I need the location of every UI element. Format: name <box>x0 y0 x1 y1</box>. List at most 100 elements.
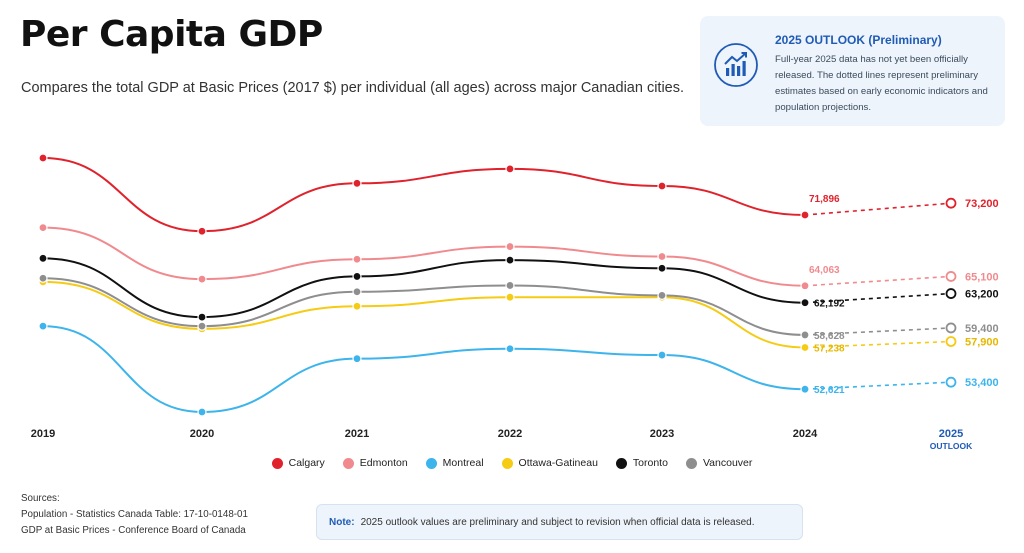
series-line-calgary <box>42 157 806 233</box>
data-label: 58,628 <box>814 331 845 342</box>
data-point-outlook <box>945 336 957 347</box>
legend-label: Montreal <box>442 457 484 469</box>
data-label: 59,400 <box>965 323 999 335</box>
x-tick-sublabel: OUTLOOK <box>930 441 973 451</box>
data-label: 52,621 <box>814 385 845 396</box>
legend-swatch <box>342 457 354 469</box>
data-label: 65,100 <box>965 271 999 283</box>
legend-item: Ottawa-Gatineau <box>501 457 598 469</box>
data-point <box>800 342 810 353</box>
data-label: 71,896 <box>809 194 840 205</box>
legend-item: Vancouver <box>685 457 753 469</box>
note-box: Note: 2025 outlook values are preliminar… <box>316 504 803 540</box>
data-point <box>657 251 667 262</box>
data-point <box>800 210 810 220</box>
x-tick-label: 2022 <box>498 428 522 440</box>
data-point <box>505 164 515 174</box>
legend-label: Ottawa-Gatineau <box>518 457 598 469</box>
line-chart: 71,896 73,200 64,063 65,100 52,621 53,400 57,2… <box>31 153 999 451</box>
page-subtitle: Compares the total GDP at Basic Prices (… <box>21 80 685 96</box>
legend-swatch <box>501 457 513 469</box>
series-line-montreal <box>42 325 806 414</box>
data-label: 53,400 <box>965 377 999 389</box>
sources-heading: Sources: <box>21 493 60 504</box>
series-outlook-line-edmonton <box>804 275 952 287</box>
x-tick-label: 2019 <box>31 428 55 440</box>
data-point <box>197 274 207 284</box>
source-line: GDP at Basic Prices - Conference Board o… <box>21 525 246 536</box>
outlook-description: Full-year 2025 data has not yet been off… <box>775 54 988 113</box>
data-point <box>38 223 48 233</box>
data-point-outlook <box>945 376 957 388</box>
legend-item: Edmonton <box>342 457 408 469</box>
data-point <box>352 254 362 264</box>
series-line-toronto <box>42 257 806 319</box>
legend-label: Edmonton <box>359 457 408 469</box>
data-point-outlook <box>945 271 957 282</box>
series-outlook-line-ottawa-gatineau <box>804 340 952 349</box>
outlook-callout: 2025 OUTLOOK (Preliminary) Full-year 202… <box>700 16 1005 126</box>
series-line-edmonton <box>42 226 806 287</box>
series-outlook-line-calgary <box>804 202 952 216</box>
data-point <box>800 298 810 308</box>
data-point <box>352 354 362 364</box>
data-label: 57,238 <box>814 343 845 354</box>
data-point <box>657 181 667 191</box>
data-point <box>800 330 810 340</box>
data-label: 64,063 <box>809 265 840 276</box>
series-line-vancouver <box>42 277 806 336</box>
x-tick-label: 2025 <box>939 428 963 440</box>
data-point <box>800 281 810 291</box>
data-point-outlook <box>945 197 957 209</box>
data-point <box>352 271 362 282</box>
data-point <box>352 178 362 188</box>
data-point <box>352 287 362 297</box>
data-label: 63,200 <box>965 289 999 301</box>
data-point <box>197 321 207 331</box>
trending-up-chart-icon <box>714 43 758 87</box>
x-tick-label: 2021 <box>345 428 369 440</box>
outlook-title: 2025 OUTLOOK (Preliminary) <box>775 33 942 47</box>
data-point <box>657 350 667 360</box>
data-point <box>657 263 667 273</box>
data-point <box>800 384 810 394</box>
chart-legend: Calgary Edmonton Montreal Ottawa-Gatineau To… <box>0 457 1024 469</box>
series-outlook-line-vancouver <box>804 327 952 336</box>
legend-label: Vancouver <box>702 457 753 469</box>
data-point <box>38 273 48 283</box>
data-point <box>197 407 207 417</box>
data-point <box>505 241 515 252</box>
data-label: 62,192 <box>814 299 845 310</box>
data-point <box>505 255 515 265</box>
legend-swatch <box>271 457 283 469</box>
legend-swatch <box>615 457 627 469</box>
legend-item: Calgary <box>271 457 325 469</box>
data-point <box>197 226 207 236</box>
data-point <box>505 292 515 302</box>
sources-block: Sources: Population - Statistics Canada … <box>21 491 248 539</box>
note-label: Note: <box>329 516 355 528</box>
data-point <box>38 253 48 263</box>
note-text: 2025 outlook values are preliminary and … <box>360 516 755 528</box>
data-point <box>38 153 48 163</box>
data-point-outlook <box>945 288 957 299</box>
x-tick-label: 2024 <box>793 428 818 440</box>
legend-swatch <box>425 457 437 469</box>
series-outlook-line-toronto <box>804 292 952 304</box>
data-label: 73,200 <box>965 198 999 210</box>
series-outlook-line-montreal <box>804 381 952 391</box>
series-line-ottawa-gatineau <box>42 280 806 349</box>
data-point-outlook <box>945 322 957 334</box>
source-line: Population - Statistics Canada Table: 17… <box>21 509 248 520</box>
data-point <box>197 312 207 322</box>
data-point <box>505 344 515 354</box>
page-title: Per Capita GDP <box>20 14 323 55</box>
legend-item: Toronto <box>615 457 668 469</box>
legend-swatch <box>685 457 697 469</box>
data-label: 57,900 <box>965 336 999 348</box>
legend-label: Calgary <box>288 457 325 469</box>
data-point <box>38 321 48 331</box>
data-point <box>505 280 515 291</box>
legend-item: Montreal <box>425 457 484 469</box>
data-point <box>657 290 667 300</box>
